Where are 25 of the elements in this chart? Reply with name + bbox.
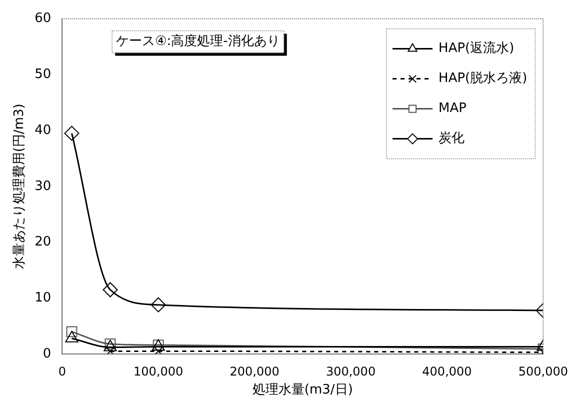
legend-label: MAP [438, 101, 467, 116]
x-tick-label: 200,000 [230, 364, 280, 378]
y-tick-label: 40 [34, 122, 52, 138]
point [102, 282, 118, 298]
x-tick-label: 400,000 [422, 364, 472, 378]
x-tick-label: 100,000 [134, 364, 184, 378]
x-axis-title: 処理水量(m3/日) [252, 382, 353, 398]
point [150, 297, 166, 312]
y-tick-label: 60 [34, 11, 52, 26]
x-tick-label: 0 [58, 364, 66, 378]
legend-label: HAP(返流水) [438, 40, 514, 56]
y-tick-label: 10 [34, 290, 52, 306]
y-axis-title: 水量あたり処理費用(円/m3) [12, 104, 28, 270]
y-tick-label: 0 [42, 346, 52, 362]
x-tick-label: 300,000 [326, 364, 376, 378]
legend-label: HAP(脱水ろ液) [438, 71, 528, 86]
y-tick-label: 50 [34, 67, 52, 82]
legend-label: 炭化 [438, 131, 465, 146]
y-tick-label: 20 [34, 234, 52, 250]
point [64, 126, 80, 141]
point [66, 326, 78, 338]
x-tick-label: 500,000 [518, 364, 568, 378]
annotation: ケース④:高度処理-消化あり [116, 33, 280, 50]
y-tick-label: 30 [34, 178, 52, 194]
point [65, 330, 78, 342]
